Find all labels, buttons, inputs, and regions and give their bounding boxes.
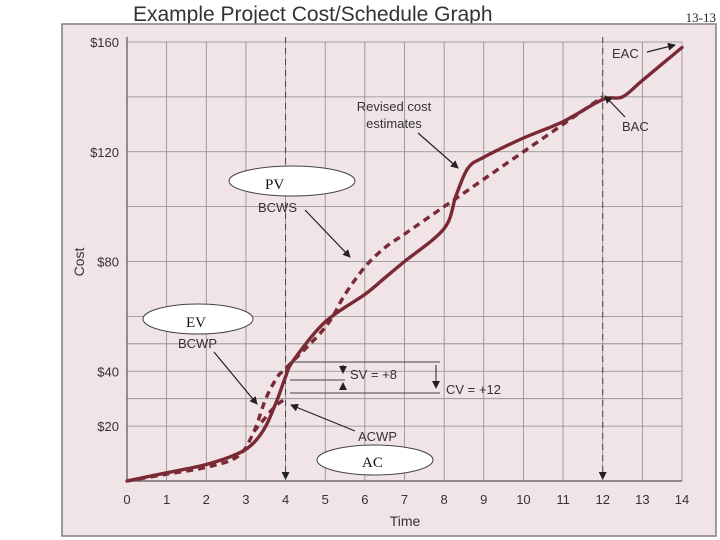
ac-callout: AC — [316, 444, 434, 476]
x-axis-label: Time — [390, 513, 421, 529]
x-tick-label: 7 — [401, 492, 408, 507]
slide-title: Example Project Cost/Schedule Graph — [133, 3, 493, 26]
ac-label: AC — [362, 455, 383, 471]
ev-label: EV — [186, 315, 206, 331]
y-axis-label: Cost — [71, 248, 87, 277]
x-tick-label: 3 — [242, 492, 249, 507]
sv-label: SV = +8 — [350, 367, 397, 382]
x-tick-label: 4 — [282, 492, 289, 507]
bcws-label: BCWS — [258, 200, 297, 215]
x-tick-label: 8 — [441, 492, 448, 507]
eac-label: EAC — [612, 46, 639, 61]
revised-label-line1: Revised cost — [357, 99, 432, 114]
page-number: 13-13 — [685, 10, 716, 25]
y-tick-label: $120 — [90, 145, 119, 160]
x-tick-label: 5 — [322, 492, 329, 507]
pv-callout: PV — [228, 165, 356, 197]
x-tick-label: 10 — [516, 492, 530, 507]
bcws-arrow — [304, 209, 351, 258]
x-tick-label: 12 — [595, 492, 609, 507]
x-tick-label: 2 — [203, 492, 210, 507]
ev-callout: EV — [142, 303, 254, 335]
series — [125, 45, 684, 483]
revised-arrow — [417, 132, 459, 169]
acwp-arrow — [290, 403, 356, 432]
y-tick-label: $160 — [90, 35, 119, 50]
x-tick-labels: 0 1 2 3 4 5 6 7 8 9 10 11 12 13 14 — [123, 492, 689, 507]
revised-label-line2: estimates — [366, 116, 422, 131]
x-tick-label: 11 — [556, 492, 570, 507]
series-bcwp-line — [252, 397, 287, 433]
x-tick-label: 14 — [675, 492, 689, 507]
eac-arrow — [646, 42, 676, 53]
y-tick-labels: $20 $40 $80 $120 $160 — [90, 35, 119, 434]
pv-label: PV — [265, 177, 284, 193]
bac-arrow — [604, 95, 626, 118]
y-tick-label: $40 — [97, 364, 119, 379]
x-tick-label: 13 — [635, 492, 649, 507]
series-acwp-line — [125, 45, 684, 483]
x-tick-label: 9 — [480, 492, 487, 507]
bcwp-arrow — [213, 351, 258, 405]
y-tick-label: $20 — [97, 419, 119, 434]
y-tick-label: $80 — [97, 255, 119, 270]
x-tick-label: 6 — [361, 492, 368, 507]
vertical-markers — [281, 37, 607, 480]
cv-label: CV = +12 — [446, 382, 501, 397]
x-tick-label: 1 — [163, 492, 170, 507]
annotations: EAC BAC Revised cost estimates BCWS BCWP… — [178, 42, 676, 444]
series-bcws-line — [126, 95, 604, 483]
acwp-label: ACWP — [358, 429, 397, 444]
x-tick-label: 0 — [123, 492, 130, 507]
bcwp-label: BCWP — [178, 336, 217, 351]
bac-label: BAC — [622, 119, 649, 134]
axes — [126, 37, 682, 482]
